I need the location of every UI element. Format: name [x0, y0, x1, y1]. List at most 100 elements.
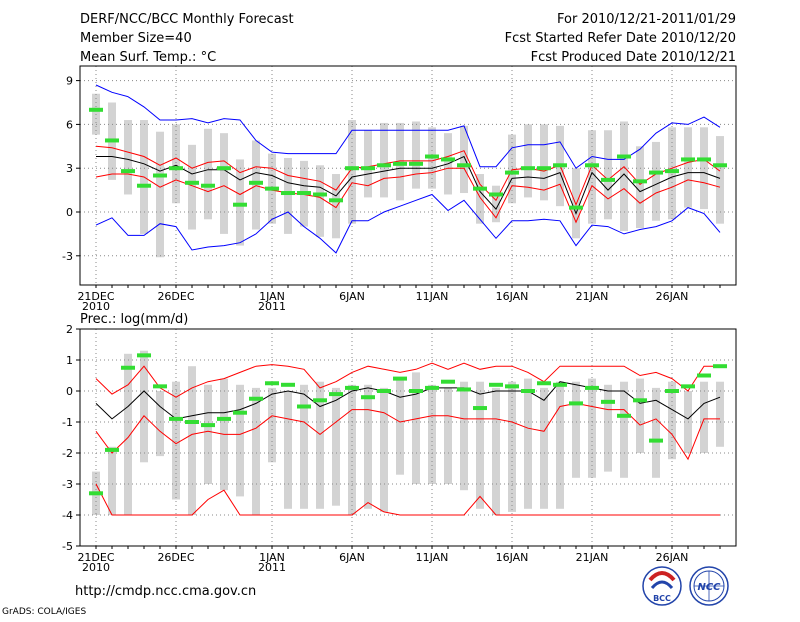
temp-median-marker: [361, 166, 375, 171]
prec-median-marker: [649, 438, 663, 443]
prec-median-marker: [185, 420, 199, 424]
prec-median-marker: [329, 392, 343, 397]
temp-spread-bar: [124, 120, 132, 195]
prec-median-marker: [153, 384, 167, 389]
prec-ytick-label: -4: [62, 509, 73, 522]
temp-spread-bar: [588, 130, 596, 224]
prec-median-marker: [233, 410, 247, 415]
temp-xtick-label: 26DEC: [157, 290, 194, 303]
prec-median-marker: [697, 373, 711, 378]
temp-spread-bar: [668, 127, 676, 220]
header-start-date: Fcst Started Refer Date 2010/12/20: [505, 31, 736, 46]
prec-xtick-label: 21DEC: [77, 551, 114, 564]
temp-median-marker: [489, 192, 503, 197]
prec-spread-bar: [316, 381, 324, 509]
prec-ytick-label: -1: [62, 416, 73, 429]
ncc-logo: NCC: [689, 566, 729, 606]
prec-spread-bar: [284, 391, 292, 509]
prec-spread-bar: [460, 381, 468, 491]
temp-median-marker: [105, 138, 119, 143]
prec-spread-bar: [604, 384, 612, 472]
temp-spread-bar: [204, 128, 212, 220]
temp-median-marker: [601, 177, 615, 182]
prec-spread-bar: [124, 353, 132, 515]
prec-median-marker: [713, 364, 727, 369]
prec-median-marker: [105, 447, 119, 452]
prec-spread-bar: [332, 387, 340, 506]
ncc-logo-text: NCC: [697, 582, 721, 593]
temp-median-marker: [265, 186, 279, 191]
prec-median-marker: [681, 384, 695, 389]
temp-spread-bar: [252, 140, 260, 230]
header-title: DERF/NCC/BCC Monthly Forecast: [80, 12, 294, 27]
temp-median-marker: [633, 179, 647, 184]
prec-median-marker: [553, 382, 567, 387]
prec-frame: [79, 328, 737, 547]
prec-xtick-label: 6JAN: [339, 551, 365, 564]
prec-median-marker: [121, 365, 135, 370]
prec-median-marker: [665, 389, 679, 393]
footer-credit: GrADS: COLA/IGES: [2, 607, 86, 617]
temp-spread-bar: [396, 122, 404, 201]
prec-spread-bar: [236, 384, 244, 497]
prec-spread-bar: [380, 387, 388, 512]
prec-spread-bar: [396, 378, 404, 475]
prec-spread-bar: [108, 446, 116, 515]
temp-spread-bar: [604, 130, 612, 220]
temp-spread-bar: [332, 174, 340, 239]
temp-median-marker: [185, 180, 199, 185]
prec-ytick-label: -2: [62, 447, 73, 460]
header-variable: Mean Surf. Temp.: °C: [80, 50, 216, 65]
temp-frame: [79, 65, 737, 286]
prec-ytick-label: -5: [62, 540, 73, 553]
temp-median-marker: [713, 163, 727, 168]
temp-ytick-label: 6: [66, 118, 73, 131]
temp-spread-bar: [716, 136, 724, 224]
temp-median-marker: [137, 183, 151, 188]
temp-spread-bar: [220, 133, 228, 234]
temp-median-marker: [201, 183, 215, 188]
temp-median-marker: [249, 180, 263, 185]
prec-low-member-line: [95, 483, 720, 516]
prec-median-marker: [217, 416, 231, 421]
prec-median-marker: [617, 413, 631, 418]
prec-spread-bar: [172, 381, 180, 500]
temp-xtick-label: 11JAN: [416, 290, 449, 303]
temp-median-marker: [425, 154, 439, 159]
temp-median-marker: [569, 205, 583, 210]
prec-xtick-label: 21JAN: [576, 551, 609, 564]
prec-median-marker: [537, 381, 551, 386]
prec-spread-bar: [620, 381, 628, 478]
prec-median-marker: [393, 376, 407, 381]
temp-lower-line: [95, 167, 721, 224]
header-produced-date: Fcst Produced Date 2010/12/21: [531, 50, 736, 65]
prec-spread-bar: [300, 384, 308, 509]
temp-spread-bar: [364, 130, 372, 198]
prec-median-marker: [601, 399, 615, 404]
temp-median-marker: [457, 163, 471, 168]
prec-xtick-label: 16JAN: [496, 551, 529, 564]
temp-median-marker: [441, 157, 455, 162]
temp-mean-line: [96, 155, 721, 215]
temp-spread-bar: [188, 144, 196, 230]
temp-xtick-label: 21JAN: [576, 290, 609, 303]
footer-url[interactable]: http://cmdp.ncc.cma.gov.cn: [75, 584, 256, 599]
prec-median-marker: [377, 389, 391, 393]
prec-spread-bar: [428, 384, 436, 484]
temp-median-marker: [473, 186, 487, 191]
prec-median-marker: [361, 395, 375, 400]
prec-median-marker: [201, 423, 215, 428]
prec-spread-bar: [492, 387, 500, 515]
temp-ytick-label: -3: [62, 250, 73, 263]
prec-median-marker: [585, 385, 599, 390]
prec-xtick-label: 2010: [82, 561, 110, 574]
prec-ytick-label: -3: [62, 478, 73, 491]
prec-median-marker: [313, 398, 327, 403]
temp-spread-bar: [476, 174, 484, 224]
prec-ytick-label: 2: [66, 323, 73, 336]
temp-ytick-label: 0: [66, 206, 73, 219]
prec-median-marker: [345, 385, 359, 390]
prec-spread-bar: [252, 387, 260, 515]
temp-max-line: [95, 84, 721, 169]
